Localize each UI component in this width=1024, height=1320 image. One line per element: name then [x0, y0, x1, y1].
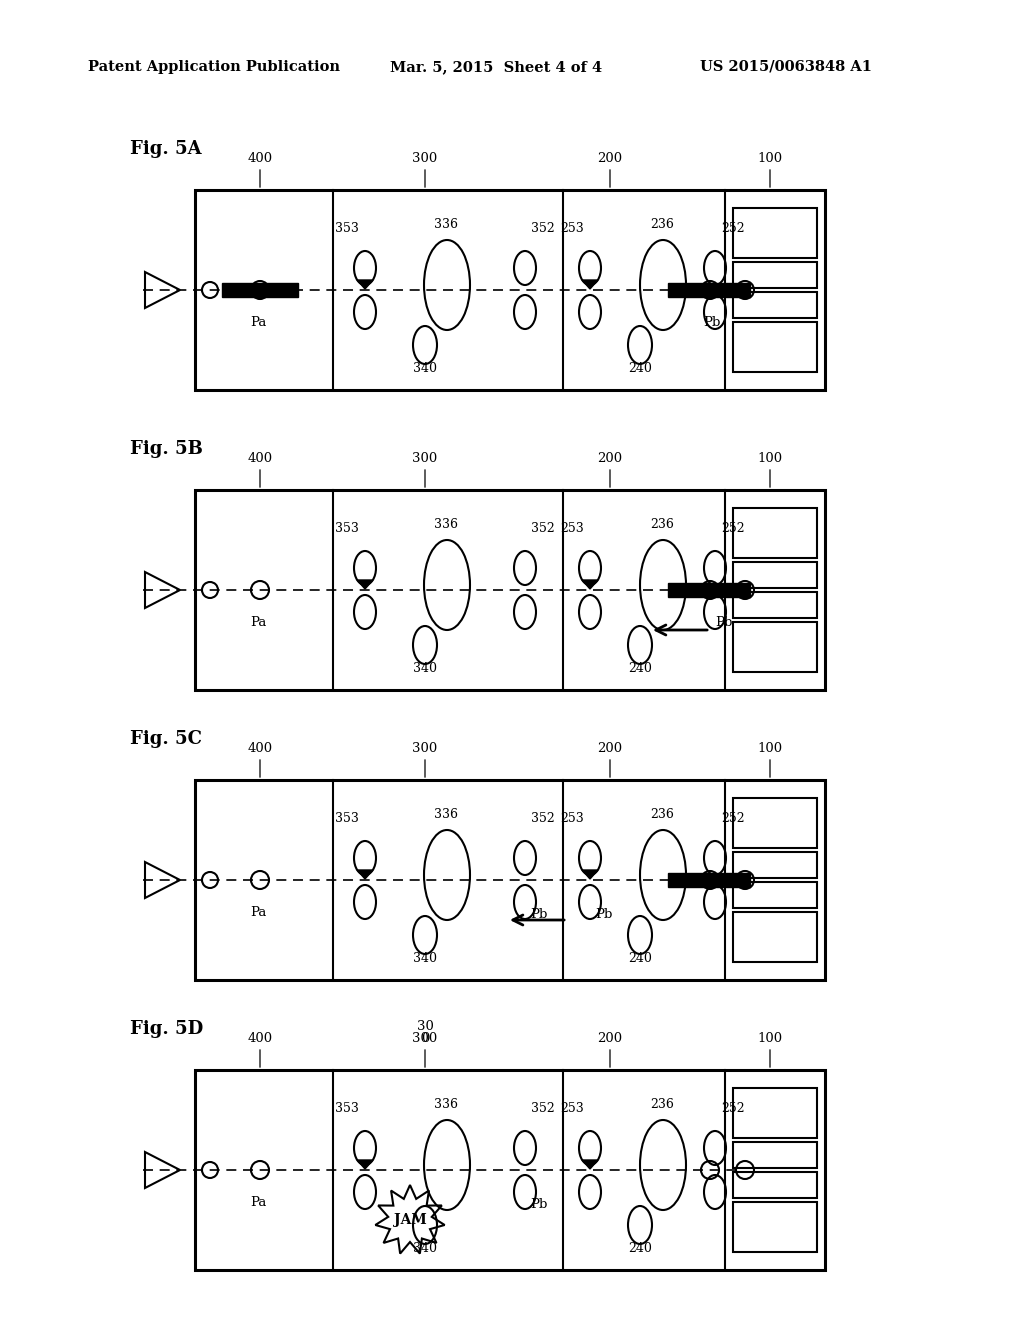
Text: 236: 236	[650, 1098, 674, 1111]
Text: 300: 300	[413, 742, 437, 755]
Text: 200: 200	[597, 742, 623, 755]
Text: 200: 200	[597, 152, 623, 165]
Bar	[733, 799, 817, 847]
Text: 240: 240	[628, 362, 652, 375]
Text: Pa: Pa	[250, 315, 266, 329]
Text: 353: 353	[335, 521, 358, 535]
Text: 200: 200	[597, 451, 623, 465]
Text: 100: 100	[758, 451, 782, 465]
Bar	[733, 562, 817, 587]
Text: 236: 236	[650, 218, 674, 231]
Polygon shape	[582, 579, 598, 589]
Bar	[733, 292, 817, 318]
Text: US 2015/0063848 A1: US 2015/0063848 A1	[700, 59, 872, 74]
Text: 400: 400	[248, 1032, 272, 1045]
Text: 300: 300	[413, 1032, 437, 1045]
Bar	[733, 1172, 817, 1199]
Text: 100: 100	[758, 152, 782, 165]
Text: Pb: Pb	[715, 616, 732, 630]
Bar	[222, 282, 298, 297]
Text: Pb: Pb	[530, 908, 548, 921]
Polygon shape	[582, 1160, 598, 1170]
Text: 30
0: 30 0	[417, 1020, 433, 1045]
Polygon shape	[357, 1160, 373, 1170]
Bar	[733, 1142, 817, 1168]
Text: Fig. 5B: Fig. 5B	[130, 440, 203, 458]
Bar	[668, 583, 750, 597]
Text: 253: 253	[560, 812, 584, 825]
Bar	[733, 882, 817, 908]
Text: 352: 352	[531, 222, 555, 235]
Text: 252: 252	[721, 1102, 744, 1115]
Text: 340: 340	[413, 1242, 437, 1255]
Text: 400: 400	[248, 451, 272, 465]
Text: 252: 252	[721, 222, 744, 235]
Text: 352: 352	[531, 1102, 555, 1115]
Text: 340: 340	[413, 362, 437, 375]
Text: 200: 200	[597, 1032, 623, 1045]
Text: Fig. 5A: Fig. 5A	[130, 140, 202, 158]
Text: Pb: Pb	[703, 315, 721, 329]
Text: 236: 236	[650, 808, 674, 821]
Bar	[668, 282, 750, 297]
Bar	[733, 851, 817, 878]
Text: 340: 340	[413, 952, 437, 965]
Text: Fig. 5C: Fig. 5C	[130, 730, 202, 748]
Text: Pb: Pb	[530, 1199, 548, 1210]
Text: 336: 336	[434, 218, 458, 231]
Text: Pa: Pa	[250, 1196, 266, 1209]
Bar	[733, 1203, 817, 1251]
Text: 252: 252	[721, 812, 744, 825]
Polygon shape	[357, 579, 373, 589]
Text: 253: 253	[560, 1102, 584, 1115]
Bar	[733, 1088, 817, 1138]
Bar	[733, 912, 817, 962]
Text: 336: 336	[434, 808, 458, 821]
Text: 400: 400	[248, 152, 272, 165]
Bar	[733, 209, 817, 257]
Text: 352: 352	[531, 812, 555, 825]
Bar	[733, 322, 817, 372]
Bar	[733, 591, 817, 618]
Text: 236: 236	[650, 517, 674, 531]
Text: Pa: Pa	[250, 906, 266, 919]
Text: 240: 240	[628, 952, 652, 965]
Text: 336: 336	[434, 1098, 458, 1111]
Bar	[733, 508, 817, 558]
Text: 353: 353	[335, 1102, 358, 1115]
Text: Pa: Pa	[250, 616, 266, 630]
Bar	[733, 622, 817, 672]
Polygon shape	[357, 280, 373, 289]
Bar	[733, 261, 817, 288]
Text: 100: 100	[758, 1032, 782, 1045]
Text: 253: 253	[560, 521, 584, 535]
Bar	[668, 873, 750, 887]
Text: 100: 100	[758, 742, 782, 755]
Text: 353: 353	[335, 222, 358, 235]
Text: 240: 240	[628, 1242, 652, 1255]
Text: 300: 300	[413, 152, 437, 165]
Text: 336: 336	[434, 517, 458, 531]
Text: 352: 352	[531, 521, 555, 535]
Polygon shape	[582, 280, 598, 289]
Text: JAM: JAM	[393, 1213, 426, 1228]
Text: 253: 253	[560, 222, 584, 235]
Text: Mar. 5, 2015  Sheet 4 of 4: Mar. 5, 2015 Sheet 4 of 4	[390, 59, 602, 74]
Polygon shape	[357, 870, 373, 879]
Text: Pb: Pb	[595, 908, 612, 921]
Text: Fig. 5D: Fig. 5D	[130, 1020, 203, 1038]
Text: Patent Application Publication: Patent Application Publication	[88, 59, 340, 74]
Text: 340: 340	[413, 663, 437, 675]
Text: 353: 353	[335, 812, 358, 825]
Text: 300: 300	[413, 451, 437, 465]
Text: 400: 400	[248, 742, 272, 755]
Polygon shape	[582, 870, 598, 879]
Text: 252: 252	[721, 521, 744, 535]
Text: 240: 240	[628, 663, 652, 675]
